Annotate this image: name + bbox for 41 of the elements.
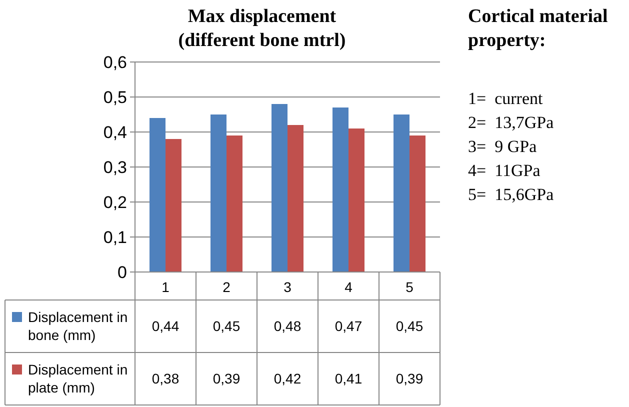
bar [348,128,364,272]
data-label: 0,47 [334,318,362,334]
y-tick-label: 0 [118,262,127,282]
bar [226,136,242,272]
x-tick-label: 1 [162,279,170,295]
y-tick-label: 0,3 [103,158,127,177]
text: Cortical material property: [468,6,608,51]
data-label: 0,39 [396,370,424,386]
data-label: 0,39 [212,370,240,386]
data-label: 0,38 [152,370,180,386]
bar [288,125,304,272]
bar [332,108,348,272]
x-tick-label: 5 [406,279,414,295]
y-tick-label: 0,4 [103,122,127,142]
bar [210,114,226,272]
data-label: 0,45 [212,318,240,334]
y-tick-label: 0,2 [103,192,127,212]
text: 2= 13,7GPa [468,113,554,132]
bar [394,114,410,272]
text: 1= current [468,89,543,108]
text: 5= 15,6GPa [468,185,554,204]
data-label: 0,44 [152,318,180,334]
data-label: 0,41 [334,370,362,386]
y-tick-label: 0,5 [103,88,127,107]
data-label: 0,45 [396,318,424,334]
legend-label: Displacement in plate (mm) [28,362,128,396]
text: 3= 9 GPa [468,137,538,156]
chart-title: Max displacement (different bone mtrl) [178,6,346,51]
x-tick-label: 4 [344,279,353,295]
x-tick-label: 2 [222,279,231,295]
text: 4= 11GPa [468,161,541,180]
y-tick-label: 0,6 [103,52,127,72]
legend-label: Displacement in bone (mm) [28,309,128,343]
y-tick-label: 0,1 [103,228,127,247]
bar [272,104,288,272]
bar [410,136,426,272]
data-label: 0,48 [274,318,302,334]
data-label: 0,42 [274,370,302,386]
bar [166,139,182,272]
x-tick-label: 3 [284,279,292,295]
bar [150,118,166,272]
